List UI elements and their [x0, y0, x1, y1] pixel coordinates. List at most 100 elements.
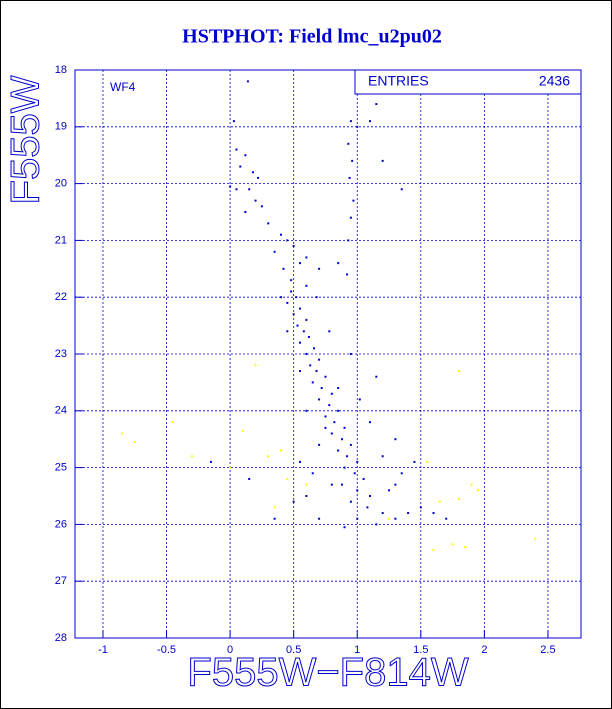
- point: [305, 409, 308, 412]
- point: [296, 324, 299, 327]
- point: [273, 506, 276, 509]
- point: [330, 392, 333, 395]
- point: [318, 267, 321, 270]
- point: [248, 477, 251, 480]
- point: [356, 489, 359, 492]
- point: [328, 404, 331, 407]
- point: [400, 472, 403, 475]
- point: [375, 103, 378, 106]
- point: [286, 330, 289, 333]
- y-axis-label: F555W: [4, 75, 48, 204]
- point: [299, 370, 302, 373]
- x-tick-label: -0.5: [157, 644, 176, 656]
- point: [534, 537, 537, 540]
- y-tick-label: 22: [55, 291, 67, 303]
- y-tick-label: 25: [55, 462, 67, 474]
- point: [324, 426, 327, 429]
- y-tick-label: 24: [55, 405, 67, 417]
- point: [349, 500, 352, 503]
- point: [343, 466, 346, 469]
- point: [337, 262, 340, 265]
- point: [333, 421, 336, 424]
- point: [229, 185, 232, 188]
- point: [305, 318, 308, 321]
- point: [290, 279, 293, 282]
- point: [381, 159, 384, 162]
- point: [313, 347, 316, 350]
- point: [470, 483, 473, 486]
- point: [299, 341, 302, 344]
- stats-label: ENTRIES: [368, 73, 429, 89]
- point: [426, 460, 429, 463]
- point: [356, 460, 359, 463]
- point: [340, 438, 343, 441]
- point: [340, 483, 343, 486]
- point: [257, 176, 260, 179]
- point: [286, 301, 289, 304]
- point: [315, 296, 318, 299]
- point: [381, 455, 384, 458]
- point: [299, 307, 302, 310]
- point: [381, 512, 384, 515]
- point: [290, 290, 293, 293]
- point: [349, 120, 352, 123]
- stats-box: [354, 69, 582, 95]
- point: [299, 262, 302, 265]
- point: [343, 526, 346, 529]
- point: [419, 506, 422, 509]
- point: [292, 313, 295, 316]
- point: [302, 330, 305, 333]
- point: [464, 546, 467, 549]
- point: [337, 409, 340, 412]
- point: [356, 517, 359, 520]
- y-tick-label: 18: [55, 64, 67, 76]
- plot-frame: [74, 69, 582, 639]
- x-tick-label: 2: [481, 644, 487, 656]
- point: [328, 330, 331, 333]
- point: [244, 211, 247, 213]
- point: [254, 199, 257, 202]
- point: [315, 370, 318, 373]
- x-tick-label: 0.5: [286, 644, 301, 656]
- stats-value: 2436: [539, 73, 570, 89]
- point: [388, 489, 391, 492]
- point: [121, 432, 124, 435]
- point: [388, 517, 391, 520]
- point: [260, 205, 263, 208]
- point: [318, 517, 321, 520]
- point: [349, 216, 352, 219]
- point: [305, 483, 308, 486]
- point: [273, 517, 276, 520]
- y-tick-label: 23: [55, 348, 67, 360]
- point: [432, 512, 435, 515]
- point: [241, 429, 244, 432]
- chart-title: HSTPHOT: Field lmc_u2pu02: [182, 26, 442, 48]
- point: [318, 398, 321, 401]
- point: [305, 284, 308, 287]
- point: [457, 370, 460, 373]
- point: [438, 500, 441, 503]
- point: [305, 256, 308, 259]
- x-tick-label: -1: [98, 644, 108, 656]
- y-tick-label: 26: [55, 518, 67, 530]
- point: [394, 517, 397, 520]
- point: [279, 296, 282, 299]
- point: [246, 80, 249, 83]
- point: [229, 466, 232, 469]
- y-tick-label: 28: [55, 632, 67, 644]
- x-tick-label: 0: [227, 644, 233, 656]
- point: [348, 176, 351, 179]
- point: [295, 296, 298, 299]
- point: [352, 199, 355, 202]
- point: [244, 154, 247, 157]
- point: [351, 159, 354, 162]
- point: [337, 449, 340, 452]
- point: [286, 477, 289, 480]
- point: [324, 415, 327, 418]
- point: [267, 222, 270, 225]
- point: [347, 142, 350, 145]
- x-axis-label: F555W−F814W: [187, 651, 468, 695]
- y-tick-label: 27: [55, 575, 67, 587]
- point: [251, 171, 254, 174]
